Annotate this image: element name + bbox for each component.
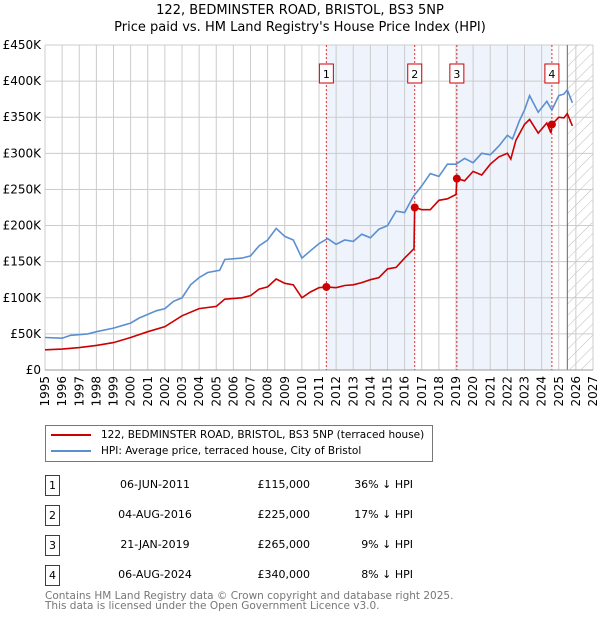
sale-label-box (449, 63, 465, 84)
sale-date: 06-AUG-2024 (118, 568, 192, 581)
x-tick-label: 2018 (432, 376, 446, 407)
legend-swatch-red (51, 434, 91, 436)
sale-label-number: 3 (453, 68, 460, 81)
legend-swatch-blue (51, 450, 91, 452)
x-tick-label: 1999 (107, 376, 121, 407)
y-tick-label: £350K (3, 110, 43, 124)
sale-hpi-diff: 17% ↓ HPI (354, 508, 413, 521)
x-tick-label: 2015 (381, 376, 395, 407)
chart-subtitle: Price paid vs. HM Land Registry's House … (114, 20, 486, 35)
sale-number: 4 (45, 565, 60, 586)
sales-table-row: 2 04-AUG-2016 £225,000 17% ↓ HPI (45, 505, 465, 526)
x-tick-label: 1997 (72, 376, 86, 407)
y-tick-label: £200K (3, 219, 43, 233)
x-tick-label: 2008 (261, 376, 275, 407)
sale-label-box (407, 63, 423, 84)
x-tick-label: 2026 (569, 376, 583, 407)
x-tick-label: 2017 (415, 376, 429, 407)
sale-date: 06-JUN-2011 (119, 478, 191, 491)
sale-number: 2 (45, 505, 60, 526)
sale-price: £115,000 (257, 478, 311, 491)
legend-item-property: 122, BEDMINSTER ROAD, BRISTOL, BS3 5NP (… (51, 428, 424, 442)
chart-svg: 1995 1996 1997 1998 1999 2000 2001 2002 2003 2004… (3, 38, 600, 407)
x-tick-label: 2020 (466, 376, 480, 407)
sale-number: 1 (45, 475, 60, 496)
sale-point (452, 174, 461, 183)
x-tick-label: 2013 (346, 376, 360, 407)
y-tick-label: £150K (3, 255, 43, 269)
series-line-property (44, 112, 574, 351)
x-tick-label: 2022 (500, 376, 514, 407)
x-tick-label: 2011 (312, 376, 326, 407)
x-tick-label: 2010 (295, 376, 309, 407)
x-tick-label: 2025 (552, 376, 566, 407)
sales-table-row: 1 06-JUN-2011 £115,000 36% ↓ HPI (45, 475, 465, 496)
x-tick-label: 2024 (535, 376, 549, 407)
sales-table-row: 4 06-AUG-2024 £340,000 8% ↓ HPI (45, 565, 465, 586)
sale-label-number: 4 (548, 68, 555, 81)
legend-item-hpi: HPI: Average price, terraced house, City… (51, 444, 361, 458)
sale-date: 04-AUG-2016 (118, 508, 192, 521)
sale-price: £265,000 (257, 538, 311, 551)
sale-point (410, 203, 419, 212)
x-tick-label: 2003 (175, 376, 189, 407)
sale-point (322, 282, 331, 291)
sale-hpi-diff: 9% ↓ HPI (361, 538, 413, 551)
y-tick-label: £450K (3, 38, 43, 52)
x-tick-label: 1995 (38, 376, 52, 407)
x-tick-label: 2014 (363, 376, 377, 407)
y-tick-label: £100K (3, 291, 43, 305)
legend: 122, BEDMINSTER ROAD, BRISTOL, BS3 5NP (… (45, 425, 433, 462)
x-tick-label: 2016 (398, 376, 412, 407)
y-tick-label: £400K (3, 74, 43, 88)
x-tick-label: 2005 (209, 376, 223, 407)
x-tick-label: 2021 (483, 376, 497, 407)
series-line-hpi (44, 88, 574, 340)
sale-point (547, 120, 556, 129)
y-tick-label: £250K (3, 182, 43, 196)
sale-label-number: 2 (411, 68, 418, 81)
x-tick-label: 2001 (141, 376, 155, 407)
x-tick-label: 2006 (226, 376, 240, 407)
sale-label-number: 1 (323, 68, 330, 81)
x-tick-label: 1996 (55, 376, 69, 407)
x-tick-label: 2002 (158, 376, 172, 407)
sale-price: £225,000 (257, 508, 311, 521)
legend-label-property: 122, BEDMINSTER ROAD, BRISTOL, BS3 5NP (… (101, 429, 425, 441)
x-tick-label: 2012 (329, 376, 343, 407)
footer-line-1: Contains HM Land Registry data © Crown c… (45, 590, 454, 602)
x-tick-label: 2009 (278, 376, 292, 407)
y-tick-label: £300K (3, 146, 43, 160)
y-tick-label: £50K (10, 327, 42, 341)
sale-hpi-diff: 36% ↓ HPI (354, 478, 413, 491)
x-tick-label: 2004 (192, 376, 206, 407)
x-tick-label: 2007 (244, 376, 258, 407)
y-tick-label: £0 (26, 363, 41, 377)
forecast-hatch (567, 45, 593, 370)
legend-label-hpi: HPI: Average price, terraced house, City… (101, 445, 362, 457)
sale-label-box (318, 63, 334, 84)
shaded-period (456, 45, 552, 370)
sales-table-row: 3 21-JAN-2019 £265,000 9% ↓ HPI (45, 535, 465, 556)
sale-price: £340,000 (257, 568, 311, 581)
x-tick-label: 2000 (124, 376, 138, 407)
x-tick-label: 2023 (518, 376, 532, 407)
x-tick-label: 2019 (449, 376, 463, 407)
chart-title: 122, BEDMINSTER ROAD, BRISTOL, BS3 5NP (156, 3, 444, 18)
sale-hpi-diff: 8% ↓ HPI (361, 568, 413, 581)
sale-number: 3 (45, 535, 60, 556)
footer-line-2: This data is licensed under the Open Gov… (45, 600, 380, 612)
sale-label-box (544, 63, 560, 84)
x-tick-label: 1998 (89, 376, 103, 407)
x-tick-label: 2027 (586, 376, 600, 407)
sale-date: 21-JAN-2019 (120, 538, 190, 551)
